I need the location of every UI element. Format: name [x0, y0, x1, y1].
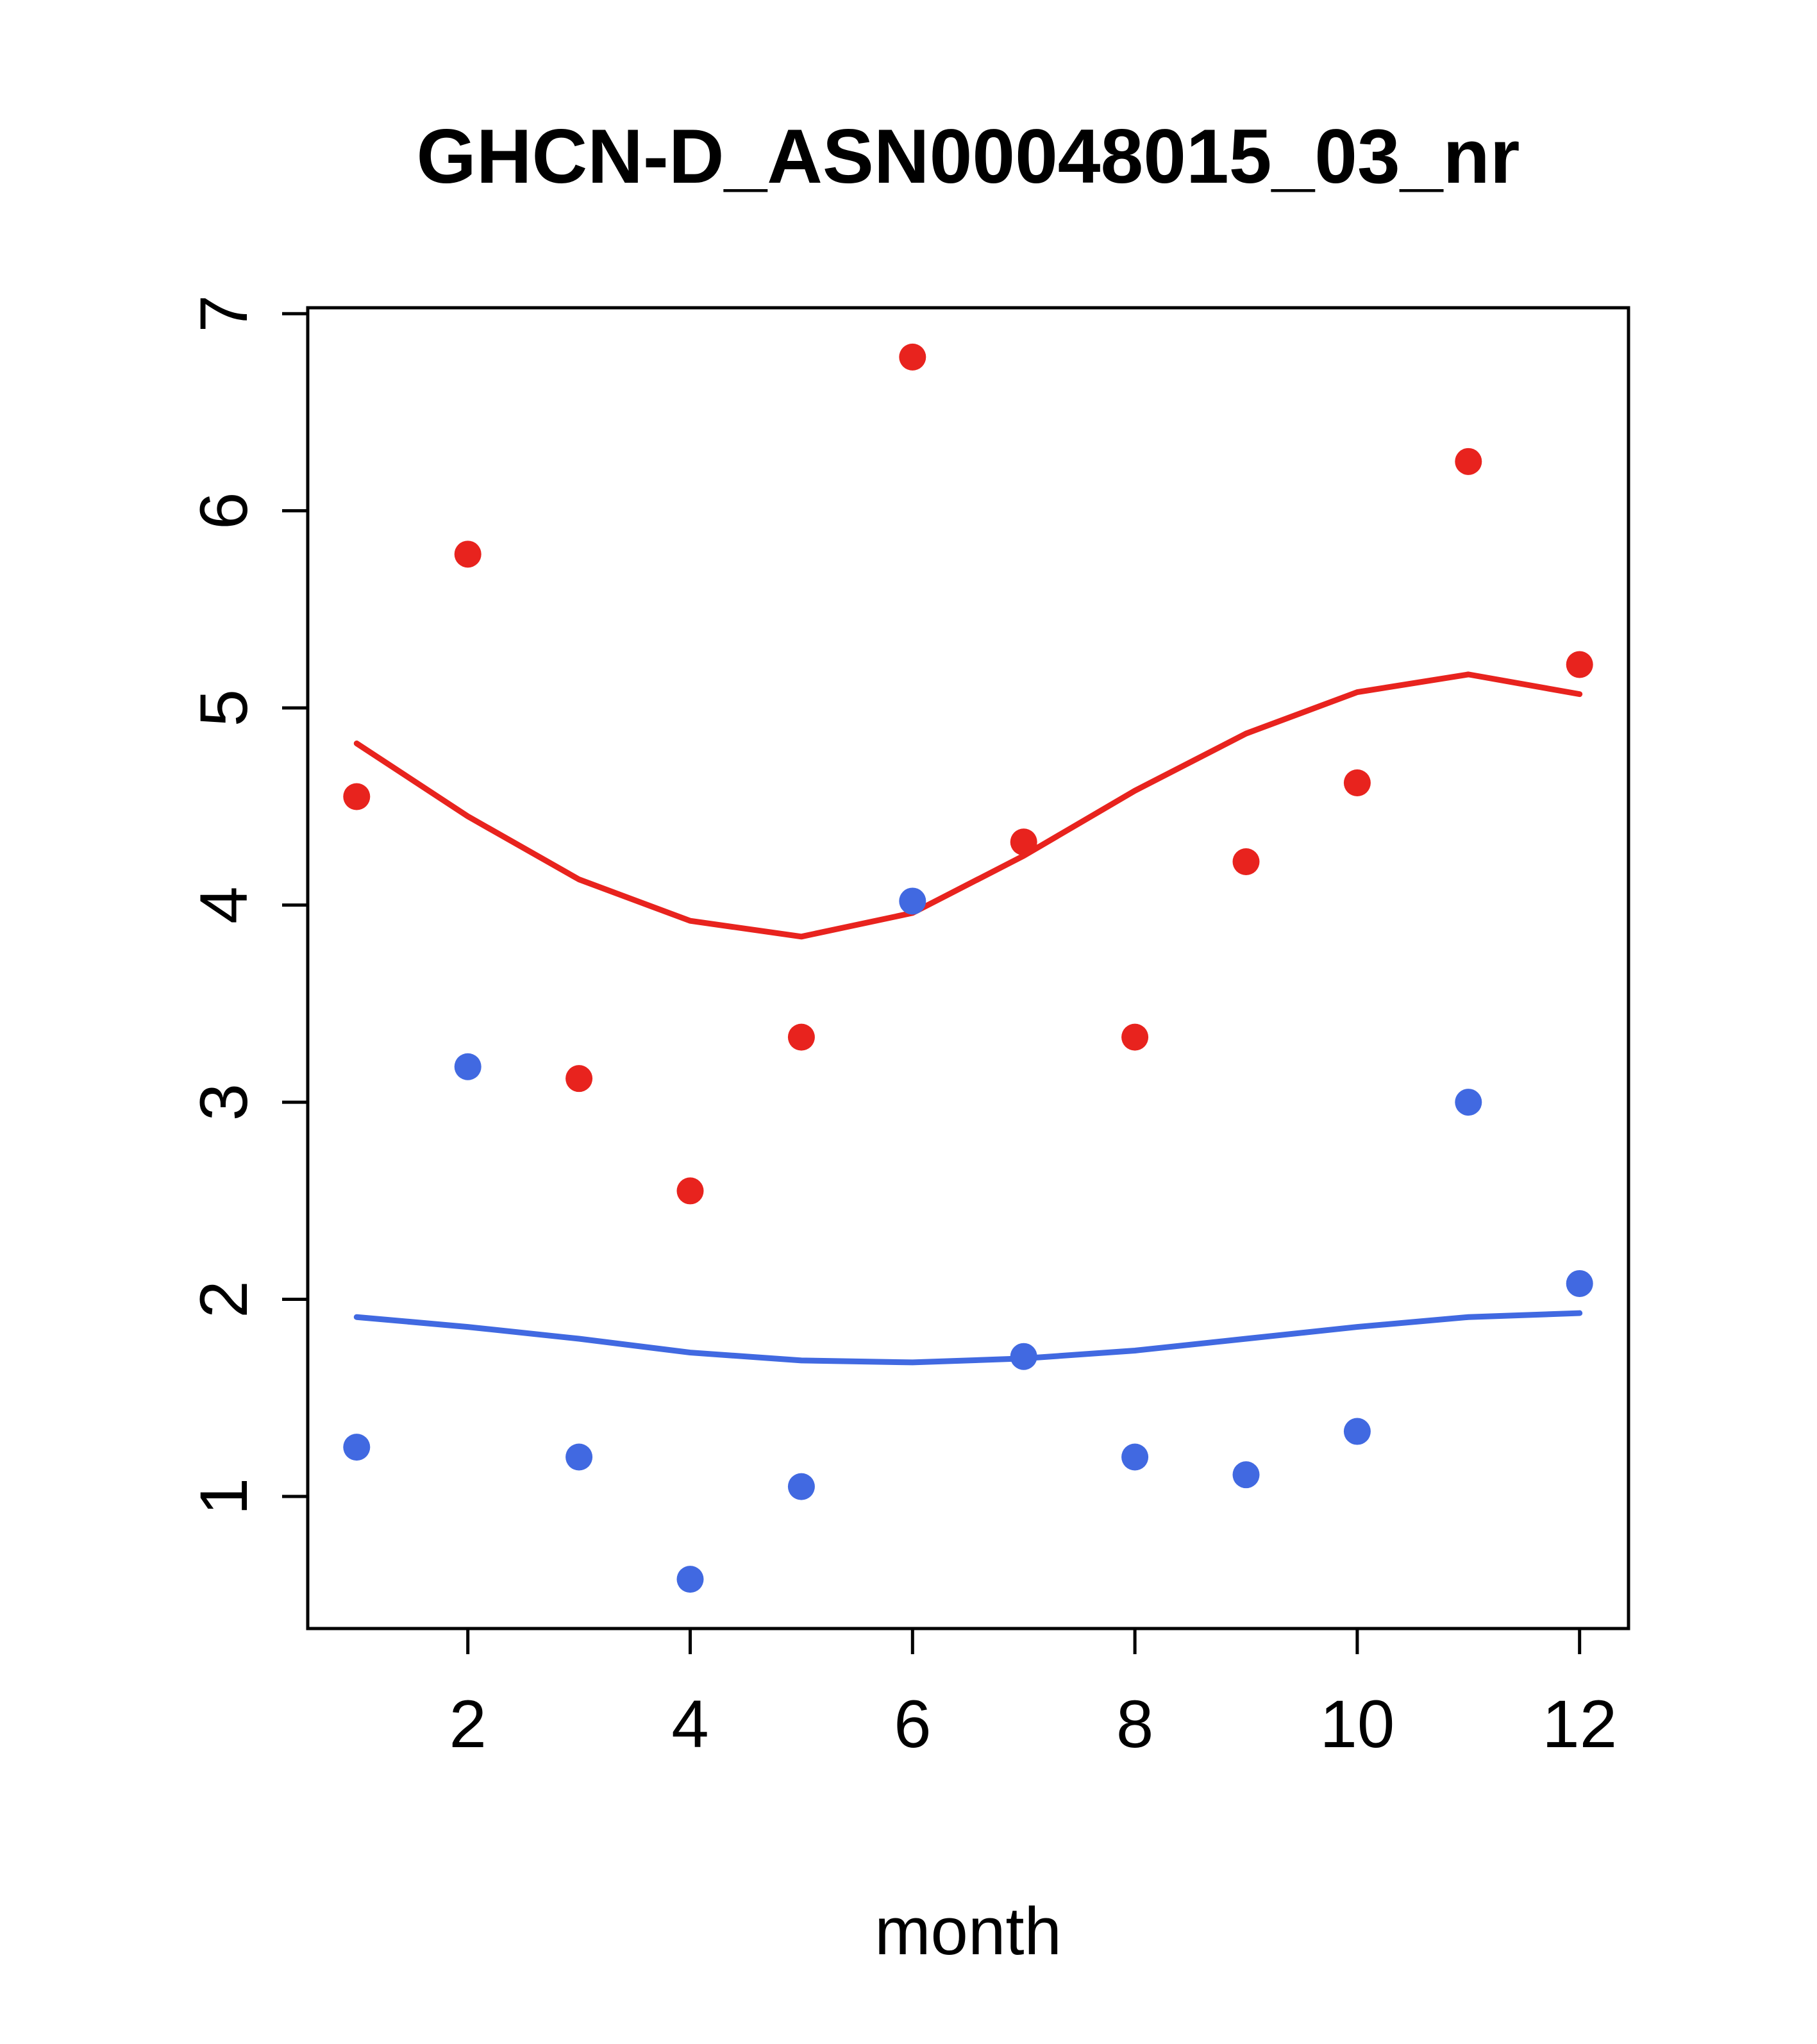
blue-point	[1566, 1269, 1593, 1297]
y-axis-tick-label: 5	[187, 689, 262, 726]
red-point	[899, 343, 926, 371]
y-axis-tick-label: 3	[187, 1084, 262, 1121]
x-axis-tick-label: 10	[1320, 1687, 1395, 1762]
blue-point	[1232, 1461, 1260, 1489]
y-axis-tick-label: 7	[187, 295, 262, 332]
x-axis-tick-label: 2	[449, 1687, 486, 1762]
blue-point	[899, 887, 926, 915]
red-point	[1121, 1023, 1149, 1051]
blue-point	[565, 1443, 593, 1471]
blue-point	[787, 1473, 815, 1500]
red-point	[1010, 828, 1037, 856]
red-point	[1343, 769, 1371, 796]
x-axis-tick-label: 4	[671, 1687, 708, 1762]
plot-border	[306, 306, 1630, 1630]
y-axis-tick-label: 6	[187, 492, 262, 529]
red-smooth-line	[353, 671, 1583, 940]
chart-title: GHCN-D_ASN00048015_03_nr	[417, 113, 1520, 199]
x-axis-tick-label: 12	[1542, 1687, 1617, 1762]
x-axis-label: month	[875, 1894, 1062, 1969]
blue-point	[1121, 1443, 1149, 1471]
red-point	[454, 540, 481, 568]
blue-point	[676, 1566, 704, 1593]
blue-point	[454, 1053, 481, 1080]
red-point	[1232, 848, 1260, 875]
blue-point	[1343, 1418, 1371, 1445]
red-point	[1455, 448, 1482, 475]
y-axis-tick-label: 2	[187, 1280, 262, 1318]
y-axis-tick-label: 4	[187, 886, 262, 923]
red-point	[1566, 651, 1593, 678]
y-axis-tick-label: 1	[187, 1478, 262, 1515]
red-point	[343, 783, 371, 810]
blue-point	[1010, 1343, 1037, 1370]
blue-point	[343, 1434, 371, 1461]
x-axis-tick-label: 6	[894, 1687, 931, 1762]
x-axis-tick-label: 8	[1116, 1687, 1153, 1762]
red-point	[787, 1023, 815, 1051]
red-point	[565, 1065, 593, 1093]
blue-point	[1455, 1089, 1482, 1116]
red-point	[676, 1177, 704, 1205]
blue-smooth-line	[353, 1310, 1583, 1366]
